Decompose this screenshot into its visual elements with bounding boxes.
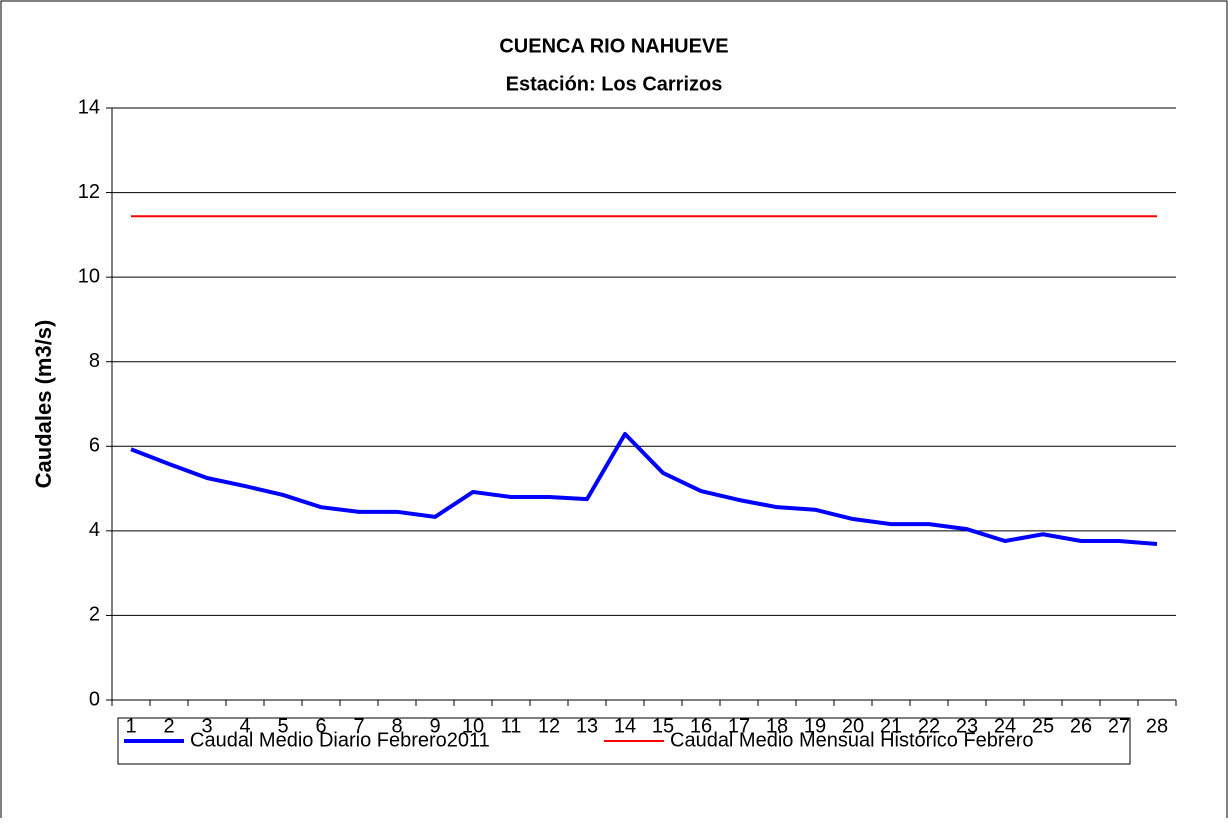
x-tick-label: 26 bbox=[1070, 715, 1092, 737]
legend-label: Caudal Medio Mensual Histórico Febrero bbox=[670, 729, 1034, 751]
legend-box bbox=[117, 717, 1131, 765]
x-tick-label: 12 bbox=[538, 715, 560, 737]
x-tick-label: 22 bbox=[918, 715, 940, 737]
x-tick-label: 27 bbox=[1108, 715, 1130, 737]
x-tick-label: 21 bbox=[880, 715, 902, 737]
legend-label: Caudal Medio Diario Febrero2011 bbox=[190, 729, 490, 751]
x-tick-label: 15 bbox=[652, 715, 674, 737]
x-tick-label: 16 bbox=[690, 715, 712, 737]
x-tick-label: 8 bbox=[391, 715, 402, 737]
x-tick-label: 17 bbox=[728, 715, 750, 737]
x-tick-label: 24 bbox=[994, 715, 1016, 737]
x-tick-label: 18 bbox=[766, 715, 788, 737]
x-tick-label: 1 bbox=[125, 715, 136, 737]
y-tick-label: 14 bbox=[78, 96, 100, 118]
x-tick-label: 23 bbox=[956, 715, 978, 737]
x-tick-label: 19 bbox=[804, 715, 826, 737]
x-tick-label: 28 bbox=[1146, 715, 1168, 737]
x-tick-label: 14 bbox=[614, 715, 636, 737]
x-tick-label: 5 bbox=[277, 715, 288, 737]
x-tick-label: 6 bbox=[315, 715, 326, 737]
y-tick-label: 2 bbox=[89, 604, 100, 626]
x-tick-label: 3 bbox=[201, 715, 212, 737]
y-tick-label: 0 bbox=[89, 688, 100, 710]
x-tick-label: 11 bbox=[501, 715, 522, 737]
y-tick-label: 8 bbox=[89, 350, 100, 372]
x-tick-label: 25 bbox=[1032, 715, 1054, 737]
y-axis-label: Caudales (m3/s) bbox=[31, 320, 56, 489]
x-tick-label: 13 bbox=[576, 715, 598, 737]
x-tick-label: 9 bbox=[429, 715, 440, 737]
x-tick-label: 20 bbox=[842, 715, 864, 737]
x-tick-label: 7 bbox=[353, 715, 364, 737]
y-tick-label: 12 bbox=[78, 181, 100, 203]
y-tick-label: 4 bbox=[89, 519, 100, 541]
x-tick-label: 2 bbox=[163, 715, 174, 737]
series-line bbox=[130, 432, 1158, 546]
y-tick-label: 10 bbox=[78, 265, 100, 287]
y-tick-label: 6 bbox=[89, 435, 100, 457]
x-tick-label: 10 bbox=[462, 715, 484, 737]
chart-title: CUENCA RIO NAHUEVE bbox=[499, 35, 728, 57]
x-tick-label: 4 bbox=[239, 715, 250, 737]
chart-subtitle: Estación: Los Carrizos bbox=[506, 73, 723, 95]
